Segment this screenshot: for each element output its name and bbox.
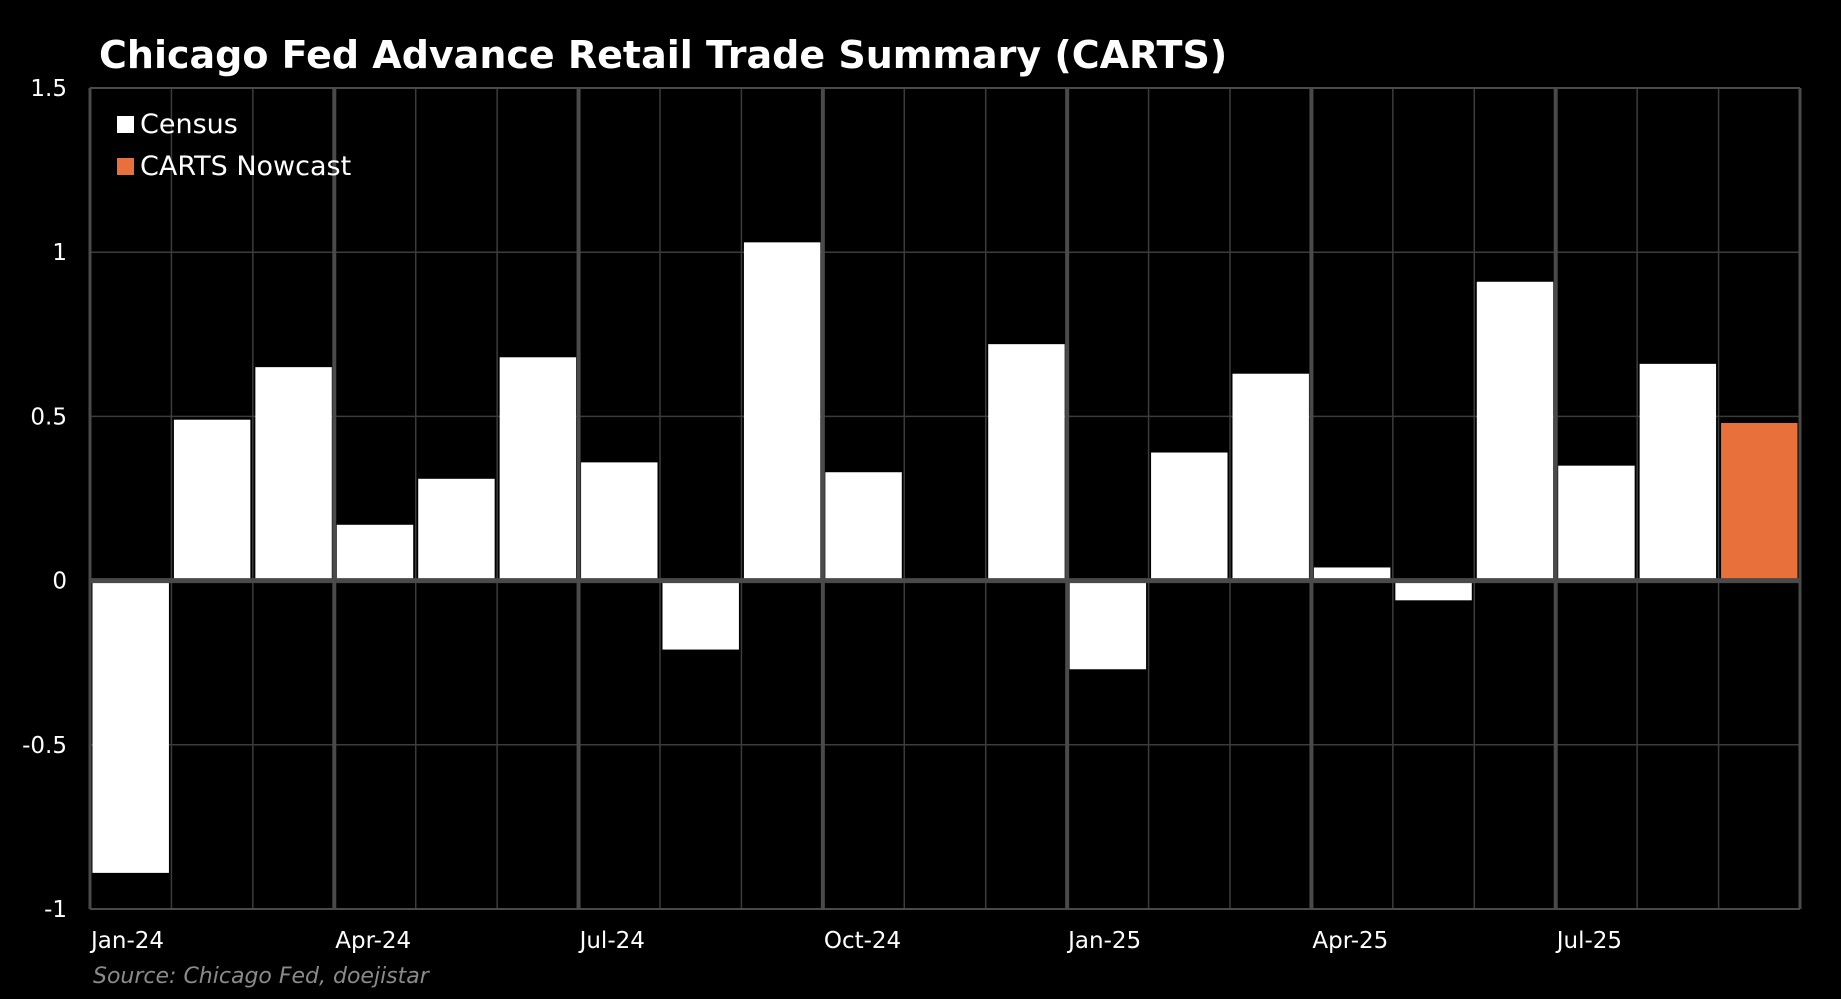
- census-bar-Oct-24: [825, 472, 902, 581]
- census-bar-Apr-24: [336, 524, 414, 581]
- x-tick-label: Apr-24: [335, 928, 411, 954]
- census-bar-Mar-25: [1232, 373, 1309, 581]
- census-bar-Jun-24: [499, 357, 577, 581]
- census-bar-Mar-24: [255, 367, 332, 581]
- census-bar-Dec-24: [988, 344, 1065, 581]
- legend-census-swatch: [117, 116, 134, 133]
- x-tick-label: Jul-25: [1555, 928, 1622, 954]
- y-tick-label: 0: [52, 569, 67, 595]
- census-bar-Aug-25: [1639, 363, 1717, 581]
- x-tick-label: Jan-24: [89, 928, 164, 954]
- census-bar-Feb-24: [173, 419, 251, 581]
- x-tick-label: Oct-24: [824, 928, 901, 954]
- chart-title: Chicago Fed Advance Retail Trade Summary…: [99, 33, 1227, 77]
- census-bar-Jun-25: [1476, 281, 1554, 581]
- census-bar-Jan-25: [1069, 580, 1147, 670]
- x-tick-label: Jan-25: [1066, 928, 1141, 954]
- census-bar-May-24: [418, 478, 495, 581]
- census-bar-Jul-24: [581, 462, 658, 581]
- y-tick-label: 1.5: [30, 76, 67, 102]
- y-tick-label: -0.5: [22, 733, 67, 759]
- y-tick-label: 1: [52, 240, 67, 266]
- census-bar-Aug-24: [662, 580, 739, 650]
- census-bar-Jan-24: [92, 580, 169, 873]
- y-tick-label: 0.5: [30, 404, 67, 430]
- x-tick-label: Jul-24: [578, 928, 645, 954]
- census-bar-Feb-25: [1151, 452, 1228, 581]
- bars: [92, 242, 1798, 873]
- census-bar-Sep-24: [743, 242, 821, 581]
- census-bar-Apr-25: [1313, 567, 1391, 581]
- census-bar-Jul-25: [1558, 465, 1635, 581]
- legend: Census CARTS Nowcast: [117, 109, 351, 182]
- nowcast-bar-Sep-25: [1721, 422, 1798, 581]
- grid: [90, 87, 1800, 910]
- legend-nowcast-swatch: [117, 158, 134, 175]
- y-tick-label: -1: [44, 897, 67, 923]
- census-bar-May-25: [1395, 580, 1472, 601]
- source-note: Source: Chicago Fed, doejistar: [93, 964, 431, 989]
- x-tick-label: Apr-25: [1312, 928, 1388, 954]
- legend-census-label: Census: [140, 109, 238, 140]
- legend-nowcast-label: CARTS Nowcast: [140, 151, 351, 182]
- axes: -1 -0.5 0 0.5 1 1.5 Jan-24 Apr-24 Jul-24 Oct-24 Ja…: [22, 76, 1802, 954]
